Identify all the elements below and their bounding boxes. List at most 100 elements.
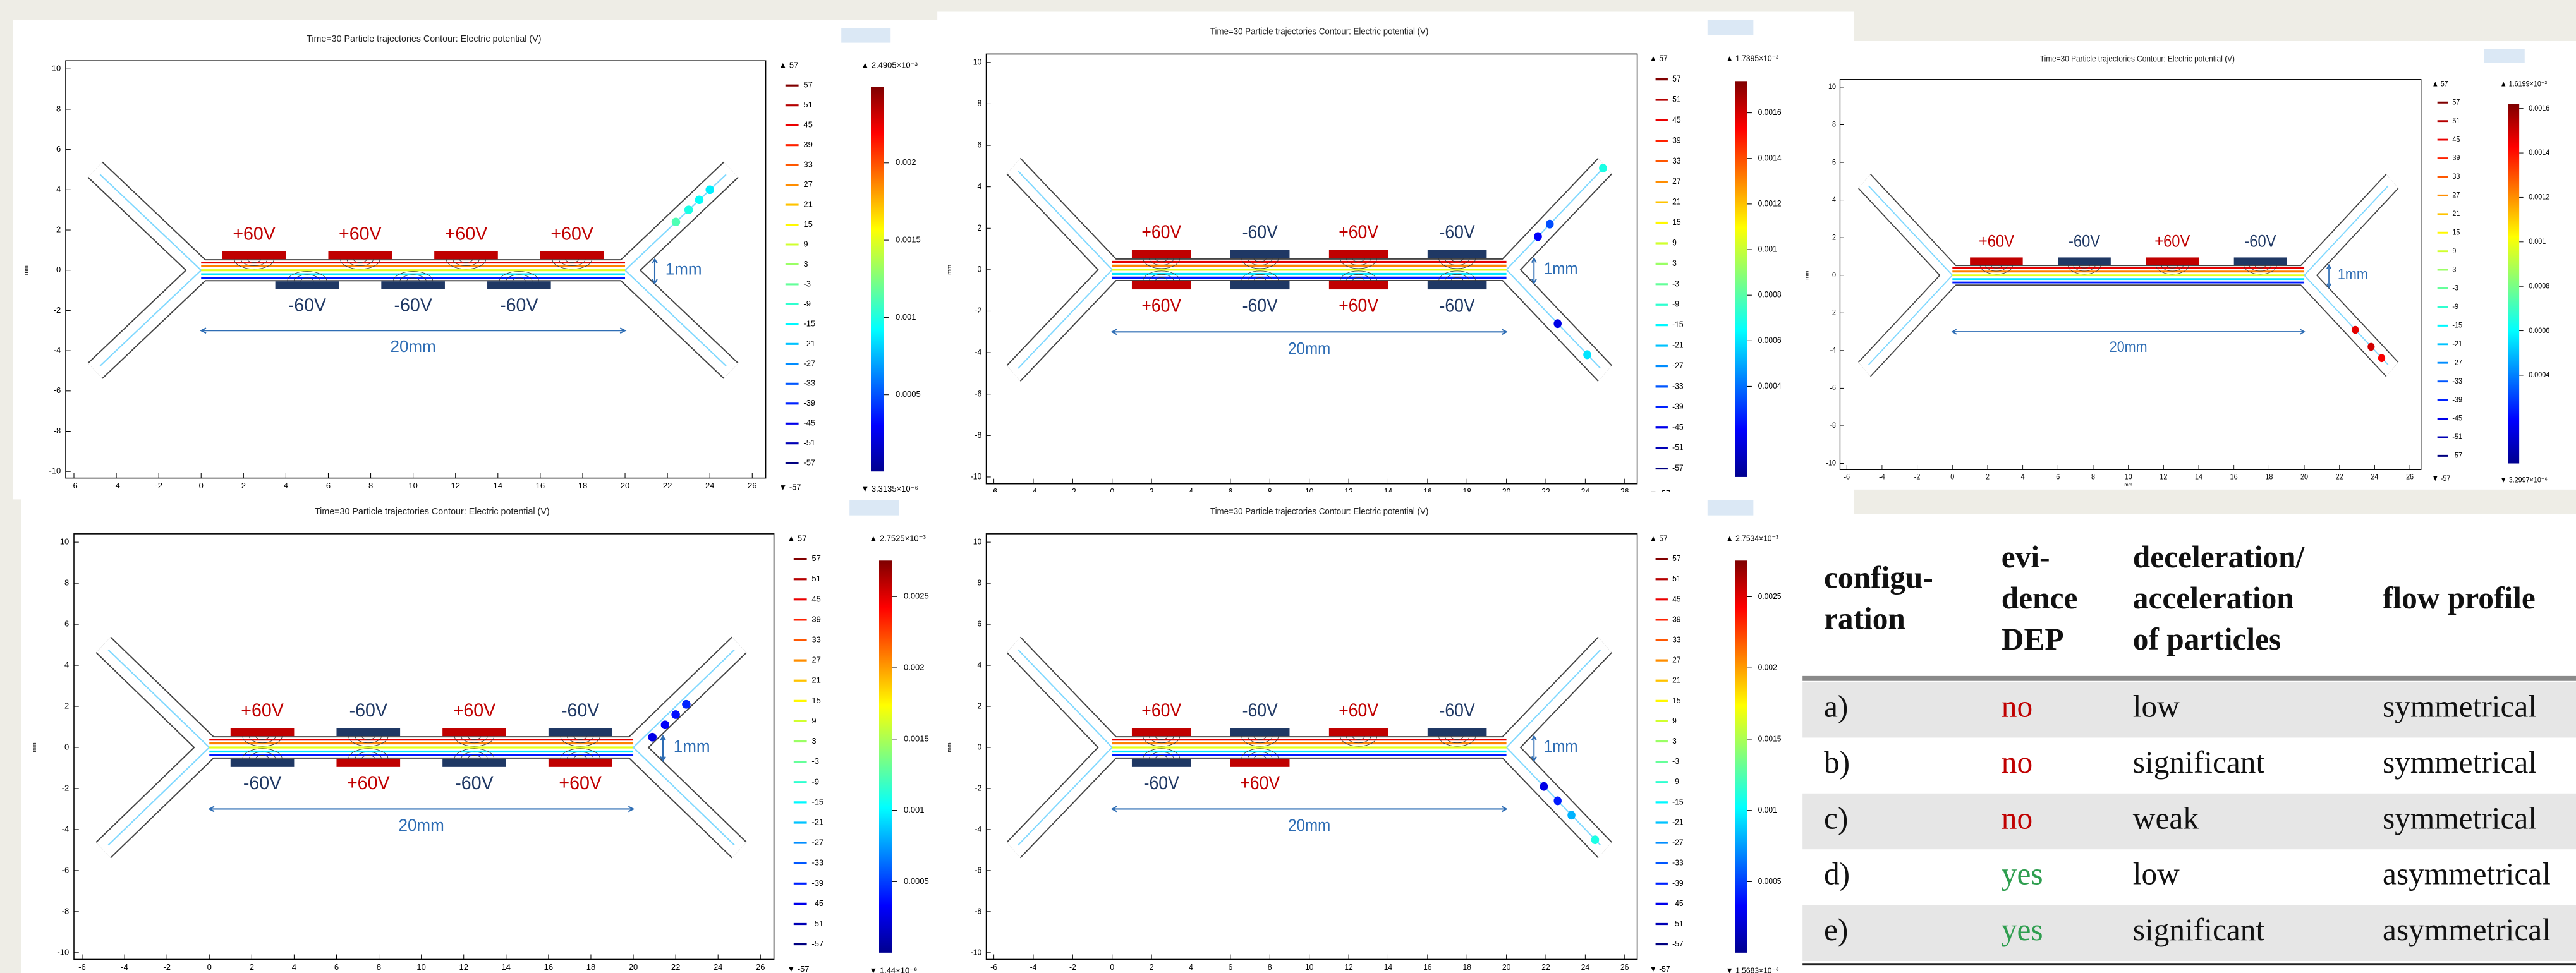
x-tick-label: 12 (451, 481, 459, 490)
x-tick-label: 14 (494, 481, 502, 490)
y-tick-label: -10 (57, 947, 69, 957)
contour-level-label: -51 (803, 438, 815, 447)
panel-title: Time=30 Particle trajectories Contour: E… (315, 507, 550, 517)
table-cell: symmetrical (2383, 801, 2537, 835)
panel-title: Time=30 Particle trajectories Contour: E… (307, 34, 541, 44)
colorbar-tick-label: 0.0015 (896, 235, 921, 245)
x-tick-label: 10 (408, 481, 417, 490)
gap-label: 1mm (1544, 260, 1578, 278)
x-tick-label: 6 (2056, 473, 2060, 481)
electrode (442, 728, 506, 736)
colorbar (1735, 81, 1747, 477)
contour-level-label: 33 (803, 160, 812, 169)
electrode (1428, 250, 1487, 258)
x-tick-label: 12 (1344, 963, 1352, 972)
table-cell: symmetrical (2383, 689, 2537, 724)
contour-legend-max: ▲ 57 (787, 533, 806, 543)
contour-level-label: -51 (1672, 919, 1683, 928)
contour-level-label: -9 (2452, 303, 2458, 311)
contour-level-label: -27 (811, 837, 823, 847)
y-tick-label: -2 (62, 783, 70, 792)
x-tick-label: 4 (2021, 473, 2026, 481)
contour-level-label: 21 (803, 199, 812, 208)
y-tick-label: -2 (975, 783, 982, 793)
electrode-label: +60V (1141, 700, 1181, 720)
electrode-label: -60V (288, 296, 326, 316)
electrode-label: +60V (445, 224, 488, 245)
contour-legend-max: ▲ 57 (2432, 80, 2448, 88)
y-tick-label: 6 (978, 619, 982, 629)
panel: Time=30 Particle trajectories Contour: E… (13, 20, 999, 499)
electrode-label: +60V (241, 701, 284, 721)
x-tick-label: -2 (163, 962, 171, 972)
table-cell: significant (2133, 912, 2265, 947)
panel-background (21, 492, 1007, 973)
electrode-label: +60V (233, 224, 276, 245)
electrode (222, 251, 286, 259)
y-tick-label: 4 (978, 181, 982, 191)
y-tick-label: 4 (56, 184, 61, 194)
electrode-label: +60V (347, 773, 390, 794)
table-cell: weak (2133, 801, 2199, 835)
y-tick-label: 2 (56, 224, 61, 234)
y-tick-label: -8 (975, 430, 982, 440)
panel-title: Time=30 Particle trajectories Contour: E… (2040, 54, 2235, 64)
contour-level-label: 3 (1672, 258, 1677, 268)
contour-level-label: -9 (811, 777, 819, 786)
x-tick-label: 18 (586, 962, 595, 972)
y-tick-label: -6 (54, 385, 61, 395)
contour-level-label: 33 (811, 634, 820, 644)
electrode-label: -60V (500, 296, 538, 316)
contour-level-label: 51 (1672, 94, 1680, 104)
colorbar-tick-label: 0.0004 (2529, 372, 2550, 380)
electrode (549, 759, 612, 767)
table-cell: low (2133, 689, 2180, 724)
header-cell: acceleration (2133, 581, 2294, 615)
contour-level-label: 27 (811, 655, 820, 665)
table-cell: symmetrical (2383, 745, 2537, 780)
contour-level-label: 51 (1672, 574, 1680, 584)
x-tick-label: 10 (2125, 473, 2132, 481)
contour-level-label: 3 (811, 736, 816, 746)
contour-level-label: -57 (1672, 463, 1683, 473)
electrode (1230, 728, 1290, 736)
x-tick-label: 0 (207, 962, 212, 972)
electrode-label: -60V (1242, 222, 1278, 243)
y-tick-label: -2 (1830, 309, 1836, 317)
colorbar-tick-label: 0.0005 (1758, 876, 1782, 886)
particle (1591, 835, 1600, 844)
x-tick-label: -4 (1879, 473, 1885, 481)
y-tick-label: -6 (1830, 384, 1836, 392)
contour-level-label: 3 (2452, 266, 2456, 274)
particle (648, 733, 657, 742)
x-tick-label: -6 (70, 481, 78, 490)
logo (849, 500, 899, 516)
colorbar-max: ▲ 2.7525×10⁻³ (869, 533, 926, 543)
y-tick-label: 6 (64, 619, 69, 628)
x-tick-label: 10 (1305, 963, 1313, 972)
x-tick-label: 0 (199, 481, 204, 490)
contour-level-label: -15 (1672, 797, 1683, 807)
header-cell: evi- (2002, 540, 2050, 574)
y-tick-label: 0 (1832, 271, 1836, 279)
contour-legend-min: ▼ -57 (2432, 475, 2450, 483)
contour-level-label: -39 (1672, 878, 1683, 888)
contour-level-label: -57 (1672, 940, 1683, 949)
contour-level-label: -39 (2452, 396, 2462, 404)
electrode (1329, 281, 1388, 289)
x-tick-label: 26 (756, 962, 765, 972)
contour-level-label: 3 (803, 259, 808, 269)
particle (1540, 782, 1548, 791)
y-tick-label: -10 (1826, 459, 1836, 468)
electrode (1132, 250, 1191, 258)
colorbar-min: ▼ 1.5683×10⁻⁶ (1726, 966, 1779, 973)
figure: Time=30 Particle trajectories Contour: E… (0, 0, 2576, 973)
y-axis-label: mm (1804, 270, 1809, 279)
contour-level-label: 9 (1672, 716, 1677, 725)
length-label: 20mm (399, 816, 444, 835)
y-tick-label: 8 (978, 98, 982, 108)
colorbar-tick-label: 0.002 (1758, 663, 1777, 672)
y-tick-label: 2 (978, 222, 982, 233)
contour-level-label: -15 (811, 797, 823, 806)
x-tick-label: 20 (1502, 963, 1510, 972)
